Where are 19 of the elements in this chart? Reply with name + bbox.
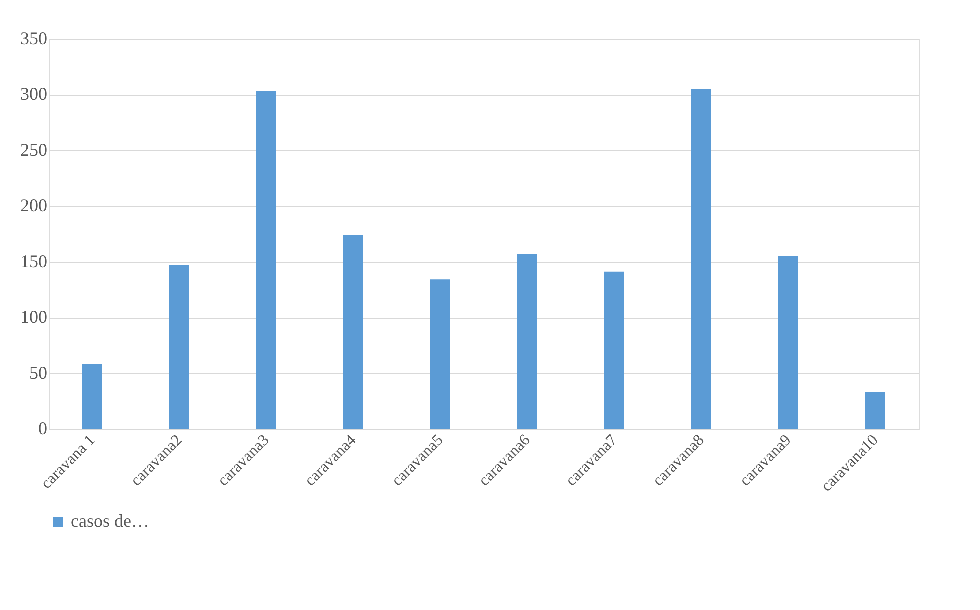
bar	[518, 254, 538, 429]
y-tick-label: 150	[20, 251, 48, 272]
bar	[604, 272, 624, 429]
y-tick-label: 0	[38, 418, 48, 438]
bar	[430, 280, 450, 429]
y-tick-label: 200	[20, 196, 48, 216]
bar	[170, 265, 190, 429]
bar	[778, 256, 798, 429]
bar	[82, 364, 102, 429]
y-tick-label: 250	[20, 140, 48, 160]
bar	[344, 235, 364, 429]
y-tick-label: 50	[30, 362, 48, 383]
bar	[692, 89, 712, 429]
y-tick-label: 300	[20, 84, 48, 104]
bar	[866, 392, 886, 429]
y-tick-label: 100	[20, 307, 48, 328]
bar	[256, 91, 276, 429]
y-tick-label: 350	[20, 28, 48, 48]
legend-label: casos de…	[71, 511, 150, 531]
